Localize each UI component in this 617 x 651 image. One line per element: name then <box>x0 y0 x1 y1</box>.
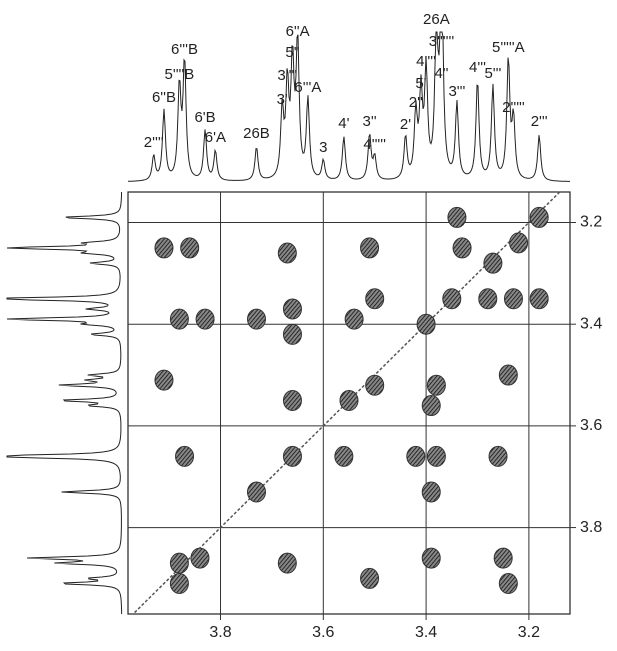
peak-label: 3'''''' <box>429 33 455 50</box>
cross-peak <box>335 446 353 466</box>
y-tick-label: 3.2 <box>580 214 602 231</box>
y-tick-label: 3.4 <box>580 315 602 332</box>
peak-label: 2'' <box>409 94 423 111</box>
cross-peak <box>345 309 363 329</box>
peak-label: 5' <box>415 75 426 92</box>
peak-label: 5'' <box>285 44 299 61</box>
cross-peak <box>479 289 497 309</box>
peak-label: 3''' <box>448 83 465 100</box>
cross-peak <box>427 446 445 466</box>
cross-peak <box>422 548 440 568</box>
cross-peak <box>361 238 379 258</box>
peak-label: 4' <box>338 115 349 132</box>
x-tick-label: 3.4 <box>415 624 437 641</box>
peak-label: 26A <box>423 11 450 28</box>
y-tick-label: 3.6 <box>580 417 602 434</box>
cross-peak <box>155 370 173 390</box>
cross-peak <box>170 553 188 573</box>
cross-peak <box>366 289 384 309</box>
cross-peak <box>499 365 517 385</box>
cross-peak <box>407 446 425 466</box>
peak-label: 6''B <box>152 89 176 106</box>
cross-peak <box>191 548 209 568</box>
cross-peak <box>448 207 466 227</box>
peak-label: 4'' <box>434 65 448 82</box>
peak-label: 3' <box>277 91 288 108</box>
cross-peak <box>278 243 296 263</box>
cross-peak <box>196 309 214 329</box>
cross-peak <box>422 482 440 502</box>
peak-label: 5''''B <box>164 66 194 83</box>
peak-label: 26B <box>243 125 270 142</box>
cross-peak <box>499 573 517 593</box>
peak-label: 2'''' <box>144 134 164 151</box>
cross-peak <box>170 573 188 593</box>
cross-peak <box>489 446 507 466</box>
y-tick-label: 3.8 <box>580 519 602 536</box>
peak-label: 2''''' <box>502 99 525 116</box>
peak-label: 4''''' <box>363 136 386 153</box>
cross-peak <box>484 253 502 273</box>
cross-peak <box>494 548 512 568</box>
cross-peak <box>283 299 301 319</box>
peak-label: 6''A <box>286 23 310 40</box>
cross-peak <box>155 238 173 258</box>
cross-peak <box>427 375 445 395</box>
cross-peak <box>453 238 471 258</box>
cross-peak <box>510 233 528 253</box>
x-tick-label: 3.8 <box>209 624 231 641</box>
cross-peak <box>340 390 358 410</box>
cross-peak <box>170 309 188 329</box>
chart: 3.8 3.6 3.4 3.2 3.2 3.4 3.6 3.8 6'''B 5''''B 6''B 6… <box>0 0 617 651</box>
cross-peak <box>443 289 461 309</box>
cross-peak <box>422 396 440 416</box>
cross-peak <box>247 309 265 329</box>
cross-peak <box>176 446 194 466</box>
peak-label: 4'''' <box>416 53 436 70</box>
cross-peak <box>530 207 548 227</box>
x-tick-label: 3.6 <box>312 624 334 641</box>
peak-label: 5'''''A <box>492 39 525 56</box>
peak-label: 6'B <box>194 109 215 126</box>
peak-label: 6'A <box>205 129 226 146</box>
cross-peak <box>181 238 199 258</box>
left-projection <box>7 192 122 614</box>
peak-label: 5''' <box>484 65 501 82</box>
cross-peak <box>366 375 384 395</box>
peak-label: 6'''A <box>294 79 321 96</box>
peak-label: 6'''B <box>171 41 198 58</box>
cross-peak <box>278 553 296 573</box>
cross-peak <box>283 390 301 410</box>
cross-peak <box>247 482 265 502</box>
cross-peak <box>417 314 435 334</box>
cross-peak <box>504 289 522 309</box>
x-tick-label: 3.2 <box>518 624 540 641</box>
peak-label: 3 <box>319 139 327 156</box>
peak-label: 2''' <box>531 113 548 130</box>
cross-peak <box>530 289 548 309</box>
cross-peak <box>283 324 301 344</box>
cross-peak <box>283 446 301 466</box>
cross-peak <box>361 568 379 588</box>
peak-label: 3'' <box>363 113 377 130</box>
peak-label: 2' <box>400 116 411 133</box>
